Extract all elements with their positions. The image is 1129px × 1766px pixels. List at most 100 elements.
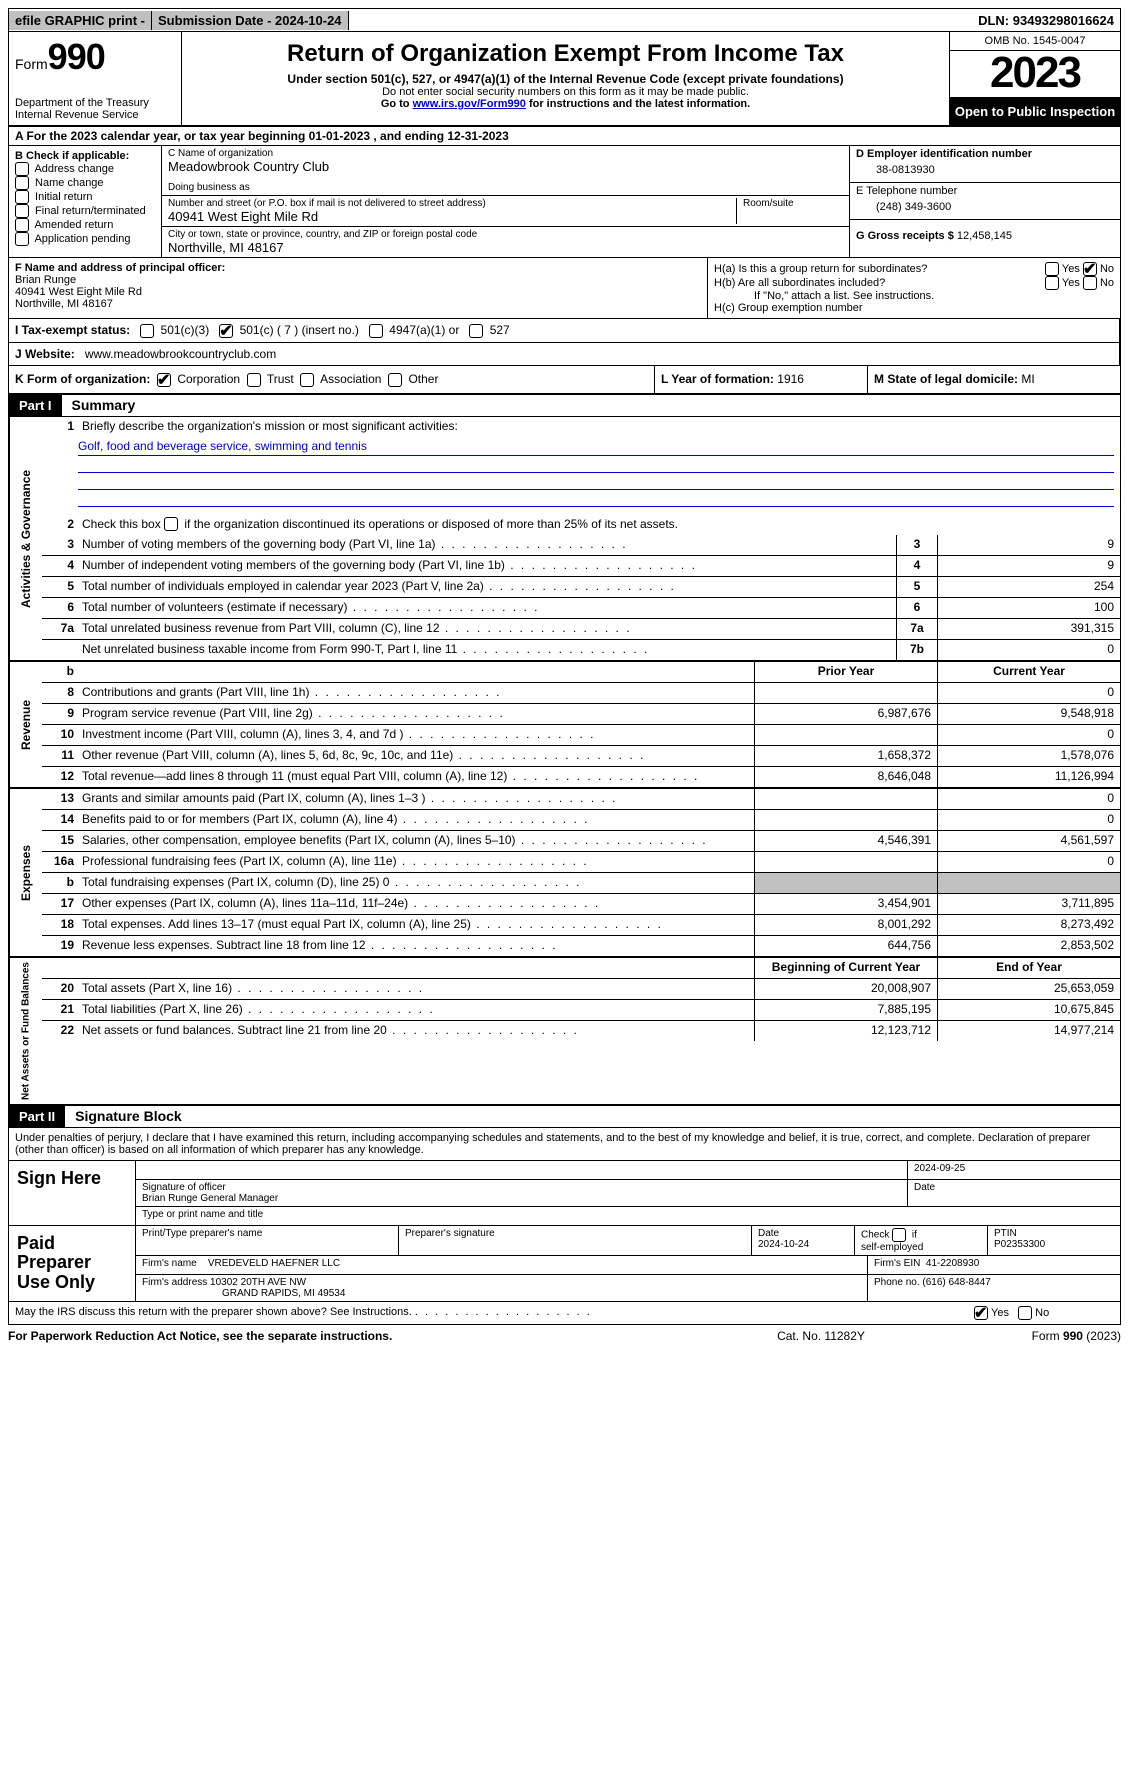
summary-line: 13Grants and similar amounts paid (Part … (42, 789, 1120, 810)
form-number: Form990 (15, 36, 175, 78)
year-formation: 1916 (777, 372, 804, 386)
box-b-checkbox[interactable] (15, 232, 29, 246)
summary-line: 16aProfessional fundraising fees (Part I… (42, 852, 1120, 873)
street-value: 40941 West Eight Mile Rd (168, 209, 736, 224)
officer-street: 40941 West Eight Mile Rd (15, 286, 701, 298)
summary-line: 6Total number of volunteers (estimate if… (42, 598, 1120, 619)
page-footer: For Paperwork Reduction Act Notice, see … (8, 1325, 1121, 1343)
box-b-checkbox[interactable] (15, 204, 29, 218)
line2-checkbox[interactable] (164, 517, 178, 531)
sign-here-label: Sign Here (9, 1161, 136, 1225)
box-b-checkbox[interactable] (15, 190, 29, 204)
open-to-public: Open to Public Inspection (950, 98, 1120, 125)
h-b-note: If "No," attach a list. See instructions… (714, 290, 1114, 302)
box-b-item: Name change (15, 176, 155, 190)
summary-line: 15Salaries, other compensation, employee… (42, 831, 1120, 852)
dba-label: Doing business as (168, 182, 843, 193)
section-bcdeg: B Check if applicable: Address change Na… (8, 146, 1121, 258)
tab-governance: Activities & Governance (9, 417, 42, 660)
row-i: I Tax-exempt status: 501(c)(3) 501(c) ( … (8, 319, 1121, 343)
catalog-number: Cat. No. 11282Y (721, 1329, 921, 1343)
website-value: www.meadowbrookcountryclub.com (85, 347, 276, 361)
summary-line: 7aTotal unrelated business revenue from … (42, 619, 1120, 640)
summary-line: 9Program service revenue (Part VIII, lin… (42, 704, 1120, 725)
summary-line: 19Revenue less expenses. Subtract line 1… (42, 936, 1120, 956)
summary-rev: Revenue b Prior Year Current Year 8Contr… (8, 662, 1121, 789)
col-end-year: End of Year (937, 958, 1120, 978)
ha-yes-checkbox[interactable] (1045, 262, 1059, 276)
sig-date: 2024-09-25 (908, 1161, 1120, 1179)
summary-line: 17Other expenses (Part IX, column (A), l… (42, 894, 1120, 915)
box-d-label: D Employer identification number (856, 148, 1114, 160)
form-title: Return of Organization Exempt From Incom… (188, 40, 943, 68)
box-c-name-label: C Name of organization (168, 148, 843, 159)
tab-expenses: Expenses (9, 789, 42, 956)
form-footer: Form 990 (2023) (921, 1329, 1121, 1343)
perjury-declaration: Under penalties of perjury, I declare th… (9, 1128, 1120, 1161)
irs-link[interactable]: www.irs.gov/Form990 (413, 98, 526, 110)
k-corp-checkbox[interactable] (157, 373, 171, 387)
col-begin-year: Beginning of Current Year (754, 958, 937, 978)
firm-ein: 41-2208930 (926, 1258, 979, 1269)
k-other-checkbox[interactable] (388, 373, 402, 387)
h-a-label: H(a) Is this a group return for subordin… (714, 263, 1005, 275)
box-b-checkbox[interactable] (15, 176, 29, 190)
summary-line: 8Contributions and grants (Part VIII, li… (42, 683, 1120, 704)
state-domicile: MI (1021, 372, 1034, 386)
box-b-item: Initial return (15, 190, 155, 204)
ha-no-checkbox[interactable] (1083, 262, 1097, 276)
form-header: Form990 Department of the Treasury Inter… (8, 32, 1121, 127)
summary-exp: Expenses 13Grants and similar amounts pa… (8, 789, 1121, 958)
summary-net: Net Assets or Fund Balances Beginning of… (8, 958, 1121, 1106)
org-name: Meadowbrook Country Club (168, 159, 843, 174)
street-label: Number and street (or P.O. box if mail i… (168, 198, 736, 209)
i-501c-checkbox[interactable] (219, 324, 233, 338)
box-b-checkbox[interactable] (15, 218, 29, 232)
dept-irs: Internal Revenue Service (15, 109, 149, 121)
discuss-no-checkbox[interactable] (1018, 1306, 1032, 1320)
summary-gov: Activities & Governance 1 Briefly descri… (8, 417, 1121, 662)
k-trust-checkbox[interactable] (247, 373, 261, 387)
i-527-checkbox[interactable] (469, 324, 483, 338)
discuss-question: May the IRS discuss this return with the… (9, 1302, 968, 1324)
discuss-yes-checkbox[interactable] (974, 1306, 988, 1320)
dln: DLN: 93493298016624 (972, 11, 1120, 30)
row-a-period: A For the 2023 calendar year, or tax yea… (8, 127, 1121, 146)
room-label: Room/suite (743, 198, 843, 209)
i-501c3-checkbox[interactable] (140, 324, 154, 338)
summary-line: 20Total assets (Part X, line 16)20,008,9… (42, 979, 1120, 1000)
box-b-item: Address change (15, 162, 155, 176)
k-assoc-checkbox[interactable] (300, 373, 314, 387)
part-ii-header: Part II Signature Block (8, 1106, 1121, 1128)
efile-label: efile GRAPHIC print - (9, 11, 152, 30)
dept-treasury: Department of the Treasury (15, 97, 149, 109)
city-label: City or town, state or province, country… (168, 229, 843, 240)
form-subtitle: Under section 501(c), 527, or 4947(a)(1)… (188, 72, 943, 86)
i-4947-checkbox[interactable] (369, 324, 383, 338)
firm-phone: (616) 648-8447 (922, 1277, 990, 1288)
line2-text: Check this box if the organization disco… (78, 515, 1120, 535)
topbar: efile GRAPHIC print - Submission Date - … (8, 8, 1121, 32)
city-value: Northville, MI 48167 (168, 240, 843, 255)
firm-addr2: GRAND RAPIDS, MI 49534 (142, 1288, 345, 1299)
signature-block: Under penalties of perjury, I declare th… (8, 1128, 1121, 1325)
officer-city: Northville, MI 48167 (15, 298, 701, 310)
line1-label: Briefly describe the organization's miss… (78, 417, 1120, 437)
box-b-checkbox[interactable] (15, 162, 29, 176)
hb-no-checkbox[interactable] (1083, 276, 1097, 290)
summary-line: Net unrelated business taxable income fr… (42, 640, 1120, 660)
box-f-label: F Name and address of principal officer: (15, 262, 225, 274)
box-b-item: Amended return (15, 218, 155, 232)
row-j: J Website: www.meadowbrookcountryclub.co… (8, 343, 1121, 366)
officer-name: Brian Runge (15, 274, 701, 286)
paperwork-notice: For Paperwork Reduction Act Notice, see … (8, 1329, 721, 1343)
hb-yes-checkbox[interactable] (1045, 276, 1059, 290)
summary-line: 14Benefits paid to or for members (Part … (42, 810, 1120, 831)
tax-year: 2023 (950, 51, 1120, 98)
summary-line: bTotal fundraising expenses (Part IX, co… (42, 873, 1120, 894)
box-b-item: Final return/terminated (15, 204, 155, 218)
firm-name: VREDEVELD HAEFNER LLC (208, 1258, 340, 1269)
officer-sig-name: Brian Runge General Manager (142, 1193, 278, 1204)
self-employed-checkbox[interactable] (892, 1228, 906, 1242)
box-b-label: B Check if applicable: (15, 150, 155, 162)
